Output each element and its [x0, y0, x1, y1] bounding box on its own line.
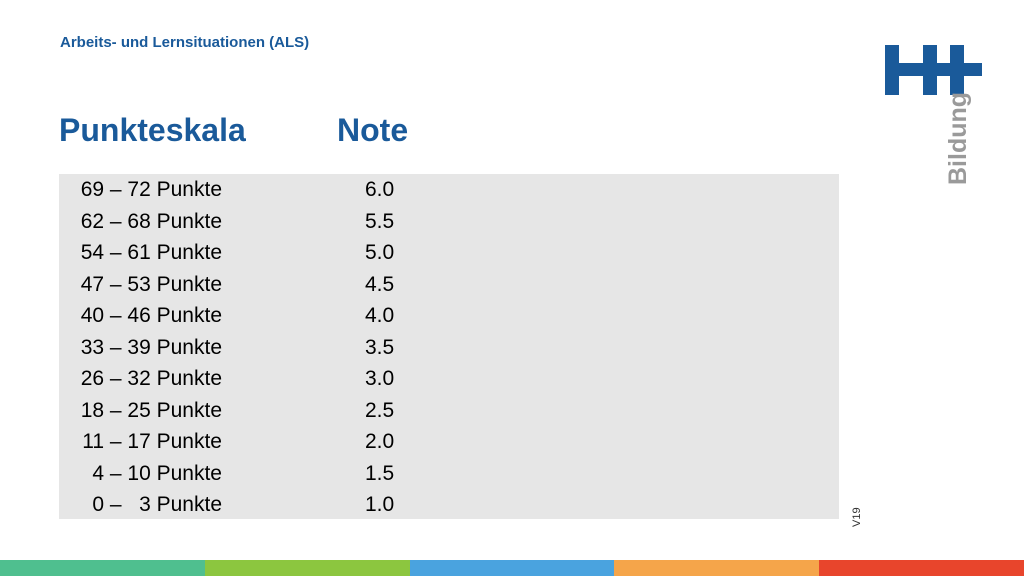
grade-cell: 2.5 [365, 398, 395, 422]
grade-cell: 1.0 [365, 493, 395, 516]
version-label: V19 [851, 507, 863, 527]
stripe-segment [409, 560, 615, 576]
grade-cell: 4.5 [365, 272, 395, 296]
table-row: 62 – 68 Punkte 5.5 [59, 206, 839, 237]
footer-color-stripe [0, 560, 1024, 576]
grade-cell: 5.0 [365, 241, 395, 264]
table-row: 4 – 10 Punkte 1.5 [59, 458, 839, 489]
stripe-segment [204, 560, 410, 576]
grade-cell: 3.5 [365, 335, 395, 359]
points-range-cell: 40 – 46 Punkte [80, 304, 222, 327]
table-row: 54 – 61 Punkte 5.0 [59, 237, 839, 268]
table-row: 33 – 39 Punkte 3.5 [59, 332, 839, 363]
grade-cell: 4.0 [365, 304, 395, 327]
grade-cell: 5.5 [365, 209, 395, 233]
points-range-cell: 0 – 3 Punkte [92, 493, 222, 516]
points-scale-heading: Punkteskala [59, 112, 246, 148]
stripe-segment [819, 560, 1024, 576]
points-range-cell: 18 – 25 Punkte [80, 398, 222, 422]
table-row: 0 – 3 Punkte 1.0 [59, 489, 839, 520]
grade-table: 69 – 72 Punkte 6.0 62 – 68 Punkte 5.5 54 – 6… [59, 174, 839, 519]
table-row: 26 – 32 Punkte 3.0 [59, 363, 839, 394]
table-row: 18 – 25 Punkte 2.5 [59, 395, 839, 426]
grade-cell: 2.0 [365, 430, 395, 453]
grade-cell: 1.5 [365, 461, 395, 485]
points-range-cell: 47 – 53 Punkte [80, 272, 222, 296]
stripe-segment [0, 560, 205, 576]
table-row: 11 – 17 Punkte 2.0 [59, 426, 839, 457]
points-range-cell: 26 – 32 Punkte [80, 367, 222, 390]
points-range-cell: 33 – 39 Punkte [80, 335, 222, 359]
presentation-subtitle: Arbeits- und Lernsituationen (ALS) [60, 34, 310, 51]
grade-cell: 6.0 [365, 178, 395, 201]
table-row: 69 – 72 Punkte 6.0 [59, 174, 839, 205]
points-range-cell: 69 – 72 Punkte [80, 178, 222, 201]
hplus-bildung-logo: Bildung [885, 45, 982, 185]
table-row: 47 – 53 Punkte 4.5 [59, 269, 839, 300]
points-range-cell: 11 – 17 Punkte [82, 430, 222, 453]
logo-wordmark: Bildung [944, 92, 972, 185]
points-range-cell: 4 – 10 Punkte [92, 461, 222, 485]
table-row: 40 – 46 Punkte 4.0 [59, 300, 839, 331]
points-range-cell: 54 – 61 Punkte [80, 241, 222, 264]
grade-heading: Note [337, 112, 409, 148]
stripe-segment [614, 560, 820, 576]
grade-cell: 3.0 [365, 367, 395, 390]
logo-plus-horizontal [932, 63, 982, 76]
points-range-cell: 62 – 68 Punkte [80, 209, 222, 233]
logo-h-crossbar [885, 63, 937, 76]
